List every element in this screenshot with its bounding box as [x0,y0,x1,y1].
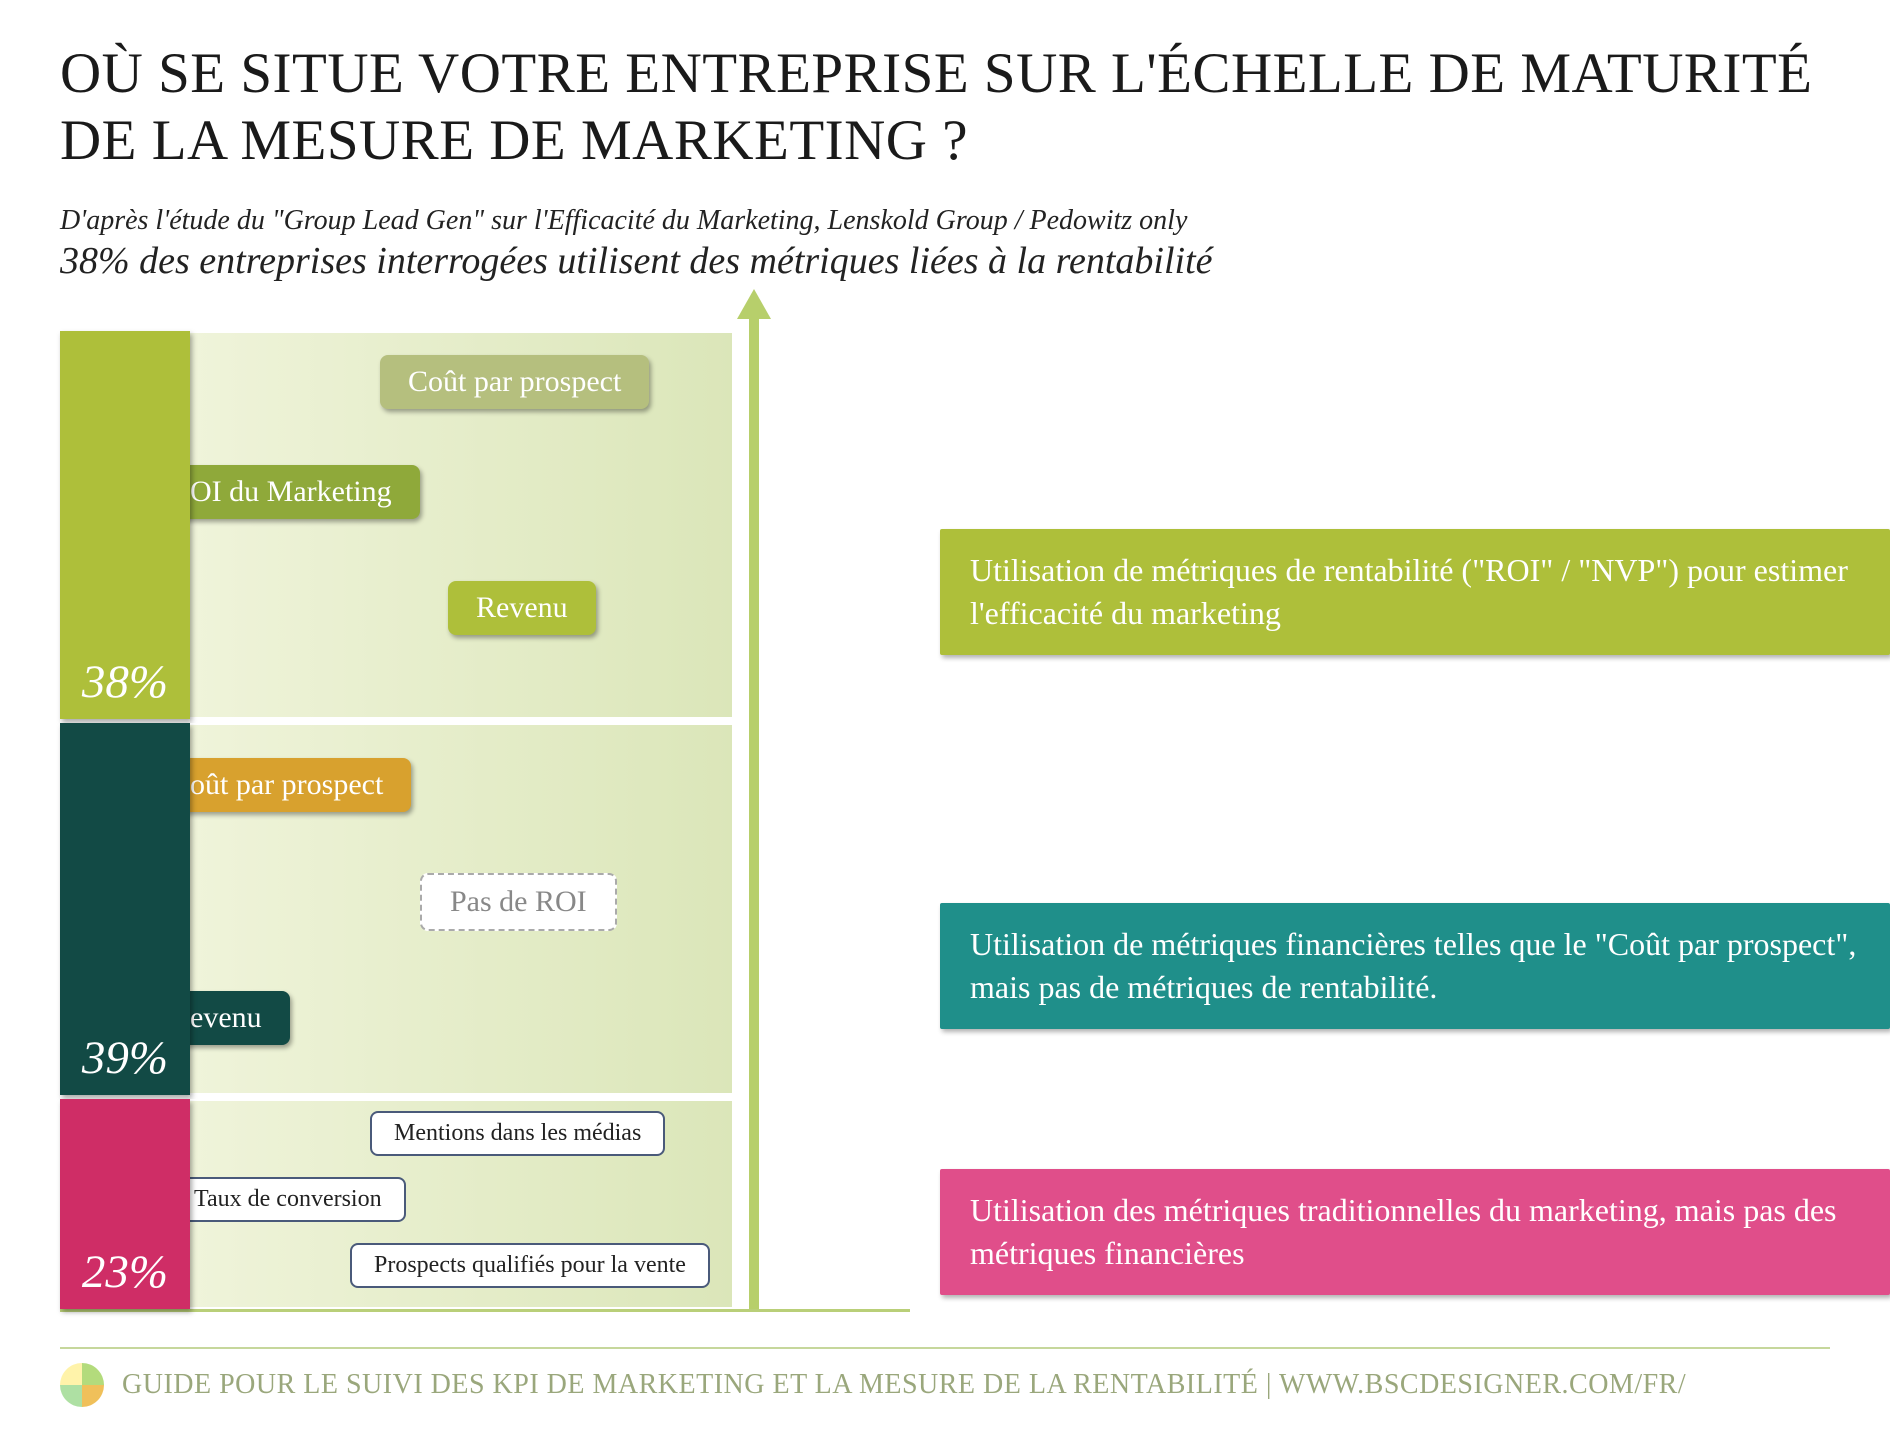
source-line: D'après l'étude du "Group Lead Gen" sur … [60,205,1830,237]
maturity-chart: Coût par prospectROI du MarketingRevenu3… [60,313,1830,1313]
level-bot-description: Utilisation des métriques traditionnelle… [940,1169,1890,1295]
level-top-description: Utilisation de métriques de rentabilité … [940,529,1890,655]
stat-line: 38% des entreprises interrogées utilisen… [60,239,1830,283]
level-bot-percent: 23% [60,1099,190,1309]
level-mid-tag-1: Pas de ROI [420,873,617,931]
level-bot-tag-0: Mentions dans les médias [370,1111,665,1156]
footer-text: GUIDE POUR LE SUIVI DES KPI DE MARKETING… [122,1369,1686,1401]
vertical-axis [740,303,768,1309]
logo-icon [60,1363,104,1407]
level-top-tag-2: Revenu [448,581,596,635]
level-top-percent: 38% [60,331,190,719]
footer: GUIDE POUR LE SUIVI DES KPI DE MARKETING… [60,1347,1830,1407]
level-bot-tag-1: Taux de conversion [170,1177,406,1222]
level-bot-tag-2: Prospects qualifiés pour la vente [350,1243,710,1288]
level-mid-percent: 39% [60,723,190,1095]
page-title: OÙ SE SITUE VOTRE ENTREPRISE SUR L'ÉCHEL… [60,40,1830,175]
baseline [60,1309,910,1312]
level-top-tag-0: Coût par prospect [380,355,649,409]
arrow-up-icon [737,289,771,319]
level-mid-description: Utilisation de métriques financières tel… [940,903,1890,1029]
